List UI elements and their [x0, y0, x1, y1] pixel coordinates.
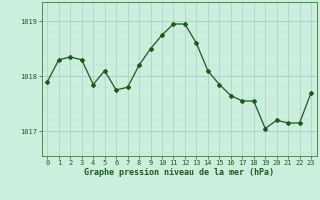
X-axis label: Graphe pression niveau de la mer (hPa): Graphe pression niveau de la mer (hPa) [84, 168, 274, 177]
